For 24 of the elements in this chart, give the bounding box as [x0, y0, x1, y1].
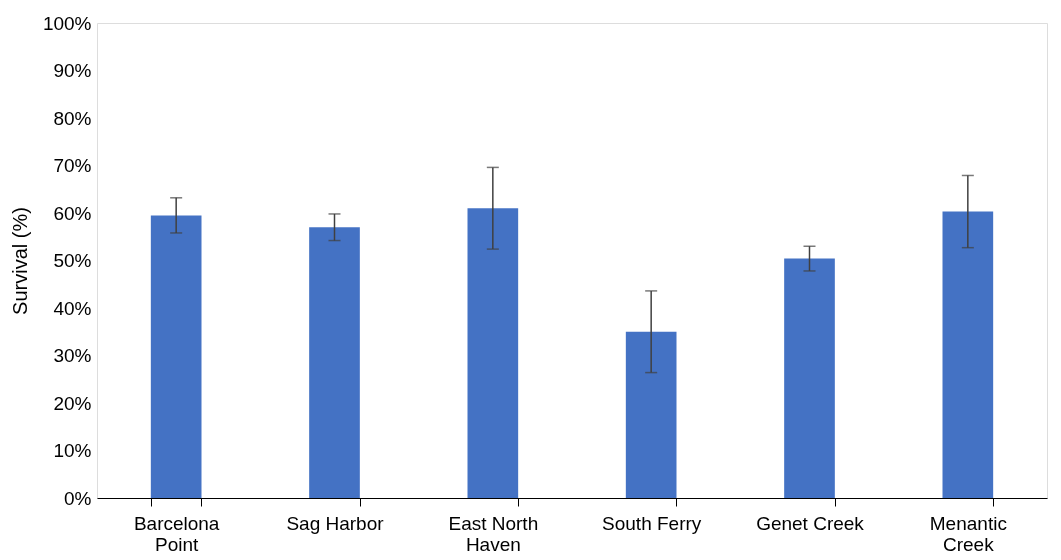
y-tick-label: 10%: [53, 440, 92, 461]
y-tick-label: 30%: [53, 345, 92, 366]
y-tick-label: 60%: [53, 202, 92, 224]
y-tick-label: 70%: [53, 155, 92, 176]
y-tick-label: 90%: [53, 60, 92, 81]
y-tick-label: 40%: [53, 297, 92, 319]
bar: [625, 331, 677, 498]
y-tick-label: 100%: [42, 12, 92, 34]
bar: [784, 258, 835, 498]
x-tick-label: East North Haven: [448, 512, 539, 555]
y-axis-title: Survival (%): [8, 207, 31, 315]
bar: [309, 227, 360, 498]
x-tick-label: Sag Harbor: [286, 512, 385, 534]
x-tick-label: South Ferry: [602, 512, 702, 534]
x-tick-label: Genet Creek: [756, 512, 865, 534]
bar: [467, 208, 519, 498]
bar: [942, 211, 994, 498]
bar: [150, 215, 202, 498]
x-tick-label: Barcelona Point: [133, 512, 220, 555]
x-tick-label: Menantic Creek: [929, 512, 1007, 555]
y-tick-label: 0%: [64, 487, 92, 509]
y-tick-label: 80%: [53, 107, 92, 129]
y-tick-label: 20%: [53, 392, 92, 414]
y-tick-label: 50%: [53, 250, 92, 271]
